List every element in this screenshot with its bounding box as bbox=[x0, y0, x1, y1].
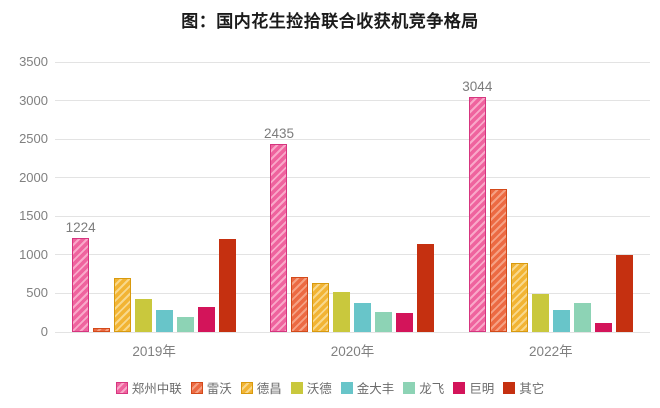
gridline-y-1000 bbox=[55, 254, 650, 256]
gridline-y-0 bbox=[55, 331, 650, 333]
bar-德昌-2022年 bbox=[510, 263, 528, 332]
chart-title: 图：国内花生捡拾联合收获机竞争格局 bbox=[181, 12, 479, 31]
x-tick-label-2022年: 2022年 bbox=[529, 344, 573, 359]
bar-group-2020年: 2435 bbox=[253, 62, 451, 332]
legend-swatch-沃德 bbox=[290, 381, 303, 394]
bar-其它-2022年 bbox=[615, 254, 633, 332]
legend-label-雷沃: 雷沃 bbox=[206, 382, 232, 396]
y-tick-label-1500: 1500 bbox=[19, 208, 48, 224]
bar-沃德-2019年 bbox=[135, 298, 153, 332]
bar-郑州中联-2020年: 2435 bbox=[264, 126, 294, 332]
bar-雷沃-2019年 bbox=[93, 327, 111, 332]
bar-其它-2019年 bbox=[219, 238, 237, 332]
legend-label-巨明: 巨明 bbox=[469, 382, 495, 396]
legend-item-沃德: 沃德 bbox=[290, 378, 332, 397]
legend-item-金大丰: 金大丰 bbox=[340, 378, 395, 397]
y-tick-label-1000: 1000 bbox=[19, 246, 48, 262]
bar-德昌-2020年 bbox=[312, 282, 330, 332]
y-tick-label-3000: 3000 bbox=[19, 92, 48, 108]
bar-沃德-2020年 bbox=[333, 291, 351, 332]
legend-item-德昌: 德昌 bbox=[240, 378, 282, 397]
bar-巨明-2022年 bbox=[594, 323, 612, 332]
bar-group-2022年: 3044 bbox=[452, 62, 650, 332]
legend-item-龙飞: 龙飞 bbox=[403, 378, 444, 397]
legend-item-雷沃: 雷沃 bbox=[190, 378, 232, 397]
bar-value-label-2022年: 3044 bbox=[462, 79, 493, 95]
legend-item-巨明: 巨明 bbox=[453, 378, 494, 397]
bar-value-label-2020年: 2435 bbox=[263, 126, 295, 142]
legend-label-沃德: 沃德 bbox=[306, 382, 332, 396]
legend-label-德昌: 德昌 bbox=[256, 382, 282, 396]
bar-雷沃-2022年 bbox=[489, 188, 507, 332]
bar-巨明-2019年 bbox=[198, 306, 216, 332]
legend-swatch-德昌 bbox=[240, 381, 253, 394]
bar-value-label-2019年: 1224 bbox=[65, 219, 96, 235]
bar-龙飞-2019年 bbox=[177, 317, 195, 332]
bar-沃德-2022年 bbox=[531, 294, 549, 332]
bar-雷沃-2020年 bbox=[291, 277, 309, 332]
legend-swatch-郑州中联 bbox=[115, 381, 128, 394]
gridline-y-3000 bbox=[55, 100, 650, 102]
y-tick-label-500: 500 bbox=[26, 285, 48, 301]
bar-金大丰-2020年 bbox=[354, 303, 372, 332]
legend-label-金大丰: 金大丰 bbox=[356, 382, 395, 396]
bar-龙飞-2020年 bbox=[375, 311, 393, 332]
legend-swatch-金大丰 bbox=[340, 381, 353, 394]
y-tick-label-3500: 3500 bbox=[19, 54, 48, 69]
bar-龙飞-2022年 bbox=[573, 302, 591, 332]
bar-德昌-2019年 bbox=[114, 278, 132, 332]
plot-area: 0 500 1000 1500 2000 2500 3000 3500 1224 2435 3044 bbox=[19, 55, 650, 339]
bar-其它-2020年 bbox=[417, 244, 435, 332]
legend-swatch-巨明 bbox=[453, 381, 466, 394]
legend: 郑州中联 雷沃 德昌 沃德 金大丰 龙飞 巨明 其它 bbox=[0, 378, 660, 397]
gridline-y-500 bbox=[55, 292, 650, 294]
legend-item-郑州中联: 郑州中联 bbox=[115, 378, 182, 397]
legend-label-郑州中联: 郑州中联 bbox=[131, 382, 182, 396]
legend-swatch-龙飞 bbox=[403, 381, 416, 394]
gridline-y-1500 bbox=[55, 215, 650, 217]
y-tick-label-0: 0 bbox=[40, 324, 48, 339]
gridline-y-2500 bbox=[55, 138, 650, 140]
bar-巨明-2020年 bbox=[396, 313, 414, 332]
y-tick-label-2000: 2000 bbox=[19, 169, 48, 185]
bar-group-2019年: 1224 bbox=[55, 62, 253, 332]
gridline-y-2000 bbox=[55, 177, 650, 179]
bar-金大丰-2022年 bbox=[552, 310, 570, 332]
legend-item-其它: 其它 bbox=[503, 378, 544, 397]
x-tick-label-2020年: 2020年 bbox=[330, 344, 375, 359]
bar-金大丰-2019年 bbox=[156, 309, 174, 332]
x-tick-label-2019年: 2019年 bbox=[132, 344, 176, 359]
legend-swatch-雷沃 bbox=[190, 381, 203, 394]
bar-郑州中联-2022年: 3044 bbox=[462, 79, 492, 332]
x-axis: 2019年 2020年 2022年 bbox=[55, 340, 650, 360]
y-tick-label-2500: 2500 bbox=[19, 131, 48, 147]
legend-swatch-其它 bbox=[503, 381, 516, 394]
legend-label-其它: 其它 bbox=[519, 382, 545, 396]
legend-label-龙飞: 龙飞 bbox=[419, 382, 445, 396]
gridline-y-3500 bbox=[55, 61, 650, 63]
bar-郑州中联-2019年: 1224 bbox=[66, 220, 96, 332]
